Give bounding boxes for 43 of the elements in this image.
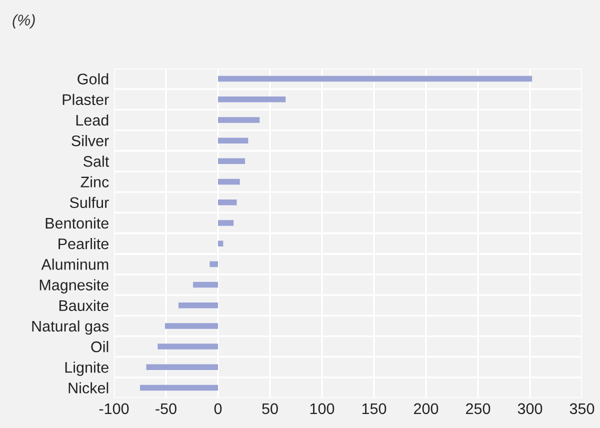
bar (218, 138, 248, 144)
bar (164, 323, 218, 329)
y-tick-label: Oil (91, 341, 108, 352)
bar (218, 199, 237, 206)
x-tick-label: 150 (362, 403, 386, 414)
bar (193, 282, 218, 288)
y-tick-label: Magnesite (40, 279, 108, 294)
y-tick-label: Zinc (80, 176, 109, 188)
y-tick-label: Pearlite (58, 238, 108, 250)
y-tick-label: Bauxite (59, 300, 108, 312)
x-tick-label: 350 (570, 403, 594, 414)
bar (218, 178, 240, 185)
y-tick-label: Lead (76, 114, 108, 126)
y-tick-label: Plaster (62, 94, 109, 106)
y-tick-label: Salt (84, 156, 110, 167)
y-tick-label: Nickel (68, 382, 108, 394)
bar (178, 302, 218, 308)
x-tick-label: 200 (414, 403, 438, 414)
y-tick-label: Bentonite (46, 217, 108, 229)
x-tick-label: 100 (310, 403, 334, 414)
y-tick-label: Sulfur (70, 196, 109, 208)
bar (218, 158, 246, 164)
bar (146, 364, 218, 370)
x-tick-label: 250 (466, 403, 490, 414)
x-tick-label: -50 (156, 403, 176, 414)
y-tick-label: Silver (72, 135, 109, 146)
y-tick-label: Natural gas (32, 320, 109, 335)
bar (218, 220, 234, 226)
x-tick-label: 300 (518, 403, 542, 414)
x-tick-label: 50 (262, 403, 278, 414)
x-tick-label: -100 (99, 403, 129, 414)
bar (218, 76, 532, 82)
bar (218, 240, 224, 246)
y-tick-label: Aluminum (41, 258, 108, 270)
y-tick-label: Gold (78, 73, 108, 84)
x-tick-label: 0 (214, 403, 222, 414)
bar (158, 344, 218, 350)
bar (210, 261, 218, 268)
y-axis-title: (%) (12, 14, 35, 29)
bar (218, 117, 260, 123)
bar (140, 384, 218, 391)
y-tick-label: Lignite (65, 362, 108, 376)
bar (218, 96, 286, 102)
